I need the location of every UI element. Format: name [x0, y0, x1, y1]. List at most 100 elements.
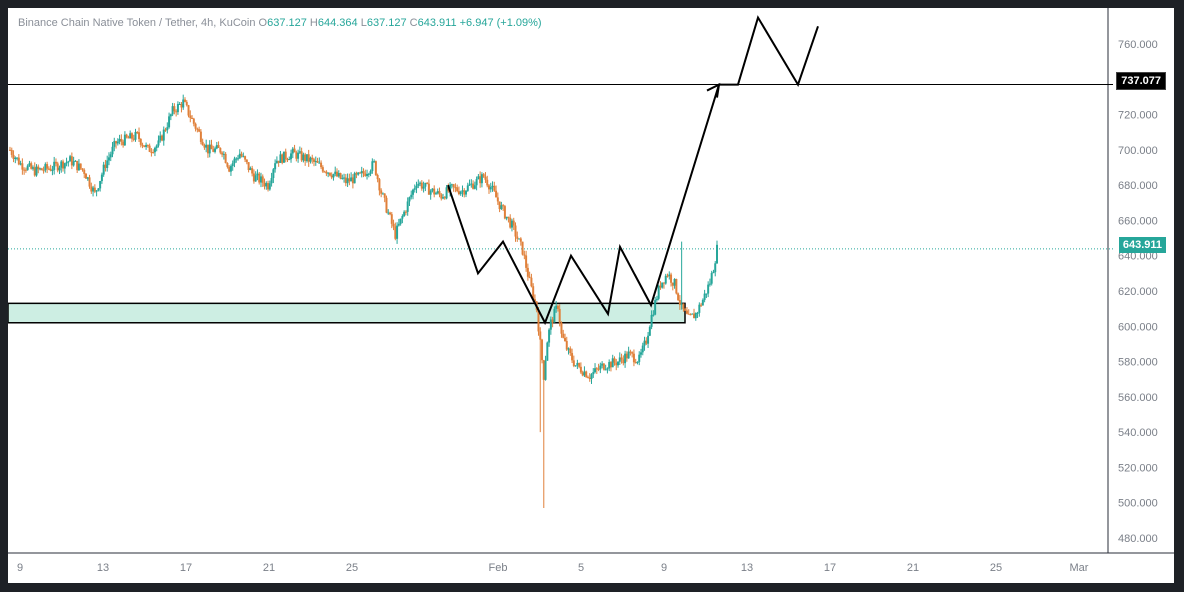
- candle-body: [206, 144, 209, 154]
- x-tick-label: 25: [346, 562, 358, 574]
- chart-panel[interactable]: 480.000 500.000 520.000 540.000 560.000 580.0…: [8, 8, 1174, 583]
- candle-body: [396, 225, 399, 239]
- candle-body: [687, 313, 690, 315]
- candle-body: [157, 140, 160, 146]
- candle-body: [470, 183, 473, 185]
- candle-body: [528, 276, 531, 278]
- candle-body: [81, 168, 84, 170]
- candle-body: [205, 144, 208, 148]
- candle-body: [502, 205, 505, 207]
- candle-body: [661, 282, 664, 288]
- candle-body: [249, 168, 252, 171]
- candle-body: [403, 211, 406, 217]
- candle-body: [691, 313, 694, 315]
- candle-body: [698, 304, 701, 313]
- candle-body: [279, 154, 282, 163]
- candle-body: [629, 351, 632, 353]
- candle-body: [313, 159, 316, 162]
- candle-body: [268, 183, 271, 190]
- y-tick-label: 620.000: [1118, 286, 1158, 298]
- candle-body: [533, 299, 536, 302]
- candle-body: [700, 304, 703, 306]
- candle-body: [265, 183, 268, 187]
- candle-body: [484, 176, 487, 180]
- candle-body: [182, 99, 185, 108]
- candle-body: [556, 305, 559, 309]
- candle-body: [475, 179, 478, 186]
- candle-body: [350, 177, 353, 182]
- candle-body: [594, 368, 597, 373]
- candle-body: [222, 153, 225, 155]
- candle-body: [682, 303, 685, 310]
- candle-body: [562, 333, 565, 338]
- candle-body: [295, 152, 298, 159]
- candle-body: [116, 141, 119, 144]
- candle-body: [309, 157, 312, 162]
- candle-body: [689, 314, 692, 316]
- candle-body: [459, 191, 462, 195]
- candle-body: [645, 340, 648, 344]
- candle-body: [136, 132, 139, 134]
- candle-body: [569, 348, 572, 354]
- high-label: H: [309, 17, 318, 29]
- candle-body: [176, 104, 179, 113]
- candle-body: [716, 244, 718, 264]
- candle-body: [668, 274, 671, 277]
- candle-body: [74, 160, 77, 162]
- candle-body: [123, 134, 126, 146]
- candle-body: [438, 191, 441, 195]
- candle-body: [272, 169, 275, 179]
- candle-body: [138, 132, 141, 139]
- candle-body: [617, 361, 620, 366]
- change-value: +6.947 (+1.09%): [459, 17, 542, 29]
- candle-body: [632, 353, 635, 363]
- candle-body: [69, 156, 72, 162]
- candle-body: [49, 168, 52, 171]
- candle-body: [399, 218, 402, 224]
- candle-body: [152, 152, 155, 154]
- y-tick-label: 520.000: [1118, 462, 1158, 474]
- symbol-title: Binance Chain Native Token / Tether, 4h,…: [18, 17, 256, 29]
- candle-body: [521, 241, 524, 255]
- candle-body: [79, 163, 82, 169]
- candle-body: [212, 149, 215, 152]
- candle-body: [507, 216, 510, 218]
- candle-body: [111, 146, 114, 155]
- price-chart[interactable]: 480.000 500.000 520.000 540.000 560.000 580.0…: [8, 8, 1174, 583]
- candle-body: [106, 160, 109, 168]
- candle-body: [65, 162, 68, 164]
- candle-body: [31, 167, 34, 169]
- candle-body: [129, 133, 132, 139]
- candle-body: [93, 187, 96, 192]
- candle-body: [290, 153, 293, 160]
- candle-body: [714, 263, 717, 273]
- candle-body: [159, 135, 162, 141]
- candle-body: [581, 372, 584, 376]
- candle-body: [229, 166, 232, 172]
- candle-body: [251, 168, 254, 174]
- candle-body: [267, 183, 270, 190]
- candle-body: [643, 340, 646, 346]
- x-tick-label: 9: [661, 562, 667, 574]
- candle-body: [671, 282, 674, 286]
- x-tick-label: 21: [907, 562, 919, 574]
- candle-body: [203, 145, 206, 148]
- candle-body: [366, 174, 369, 176]
- candle-body: [47, 168, 50, 170]
- candle-body: [666, 275, 669, 277]
- candle-body: [171, 106, 174, 115]
- y-tick-label: 660.000: [1118, 215, 1158, 227]
- candle-body: [56, 163, 59, 171]
- candle-body: [422, 186, 425, 189]
- candle-body: [305, 154, 308, 161]
- candle-body: [622, 359, 625, 364]
- candle-body: [344, 177, 347, 184]
- candle-body: [318, 162, 321, 164]
- candle-body: [362, 171, 365, 174]
- candle-body: [99, 181, 102, 189]
- candle-body: [330, 175, 333, 178]
- candle-body: [693, 313, 696, 319]
- candle-body: [228, 166, 231, 172]
- candle-body: [585, 371, 588, 378]
